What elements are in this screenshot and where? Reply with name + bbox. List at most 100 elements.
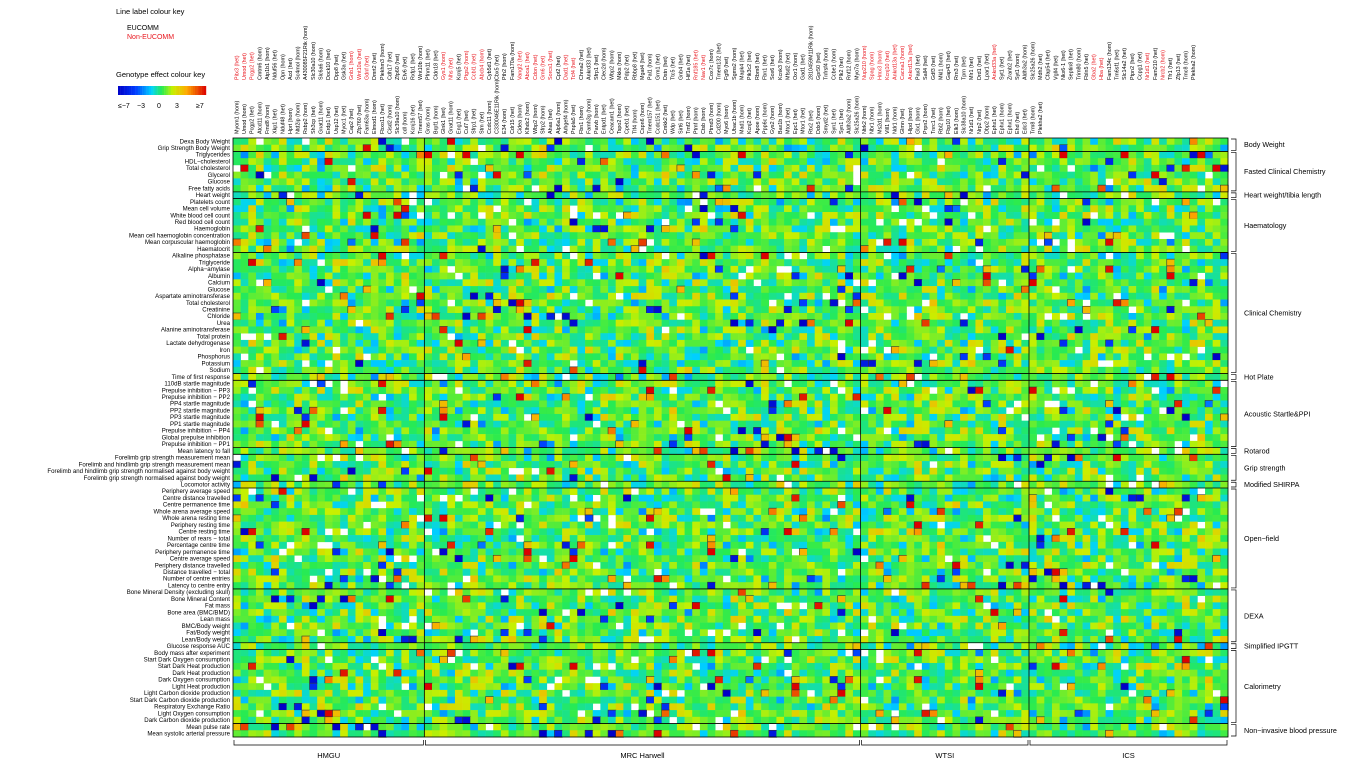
heatmap-cell: [784, 238, 793, 246]
heatmap-cell: [1013, 171, 1022, 179]
heatmap-cell: [715, 279, 724, 287]
heatmap-cell: [745, 185, 754, 193]
line-label-second: E34 (hom): [502, 109, 508, 134]
heatmap-cell: [539, 319, 548, 327]
heatmap-cell: [860, 319, 869, 327]
heatmap-cell: [791, 292, 800, 300]
heatmap-cell: [1021, 198, 1030, 206]
heatmap-cell: [1166, 373, 1176, 381]
heatmap-cell: [814, 387, 823, 395]
heatmap-cell: [1044, 265, 1053, 273]
heatmap-cell: [1105, 171, 1114, 179]
heatmap-cell: [944, 346, 953, 354]
heatmap-cell: [1051, 164, 1060, 172]
heatmap-cell: [676, 212, 685, 220]
heatmap-cell: [776, 306, 785, 314]
heatmap-cell: [898, 265, 907, 273]
heatmap-cell: [691, 238, 701, 247]
heatmap-cell: [1151, 279, 1160, 287]
heatmap-cell: [1105, 333, 1114, 341]
heatmap-cell: [1036, 158, 1045, 166]
heatmap-cell: [875, 232, 884, 240]
heatmap-cell: [883, 319, 892, 327]
heatmap-cell: [531, 212, 540, 220]
heatmap-cell: [707, 360, 716, 368]
heatmap-cell: [822, 319, 831, 327]
line-label-second: Cisd2 (hom): [387, 104, 393, 134]
heatmap-cell: [500, 360, 509, 368]
line-label-second: Myo6 (hom): [724, 105, 730, 134]
heatmap-cell: [592, 218, 601, 226]
heatmap-cell: [386, 292, 395, 300]
heatmap-cell: [929, 292, 938, 300]
heatmap-cell: [845, 346, 854, 354]
heatmap-cell: [830, 252, 838, 260]
heatmap-cell: [454, 312, 463, 321]
heatmap-cell: [845, 326, 854, 334]
heatmap-cell: [516, 272, 525, 280]
heatmap-cell: [1120, 185, 1129, 193]
heatmap-cell: [952, 312, 961, 321]
heatmap-cell: [1220, 259, 1229, 267]
heatmap-cell: [569, 373, 578, 381]
heatmap-cell: [737, 151, 747, 159]
heatmap-cell: [638, 339, 647, 347]
heatmap-cell: [1120, 272, 1129, 280]
heatmap-cell: [569, 333, 578, 341]
heatmap-cell: [707, 279, 716, 287]
heatmap-cell: [1013, 366, 1022, 374]
heatmap-cell: [1006, 185, 1014, 193]
heatmap-cell: [998, 272, 1007, 280]
heatmap-cell: [860, 245, 869, 254]
heatmap-cell: [386, 225, 395, 233]
heatmap-cell: [715, 387, 724, 395]
heatmap-cell: [699, 158, 708, 166]
heatmap-cell: [929, 259, 938, 267]
heatmap-cell: [722, 366, 731, 374]
heatmap-cell: [1205, 164, 1213, 172]
heatmap-cell: [577, 279, 586, 287]
heatmap-cell: [1051, 191, 1060, 199]
heatmap-cell: [646, 212, 655, 220]
heatmap-cell: [363, 158, 372, 166]
heatmap-cell: [1151, 245, 1160, 253]
heatmap-cell: [745, 164, 754, 172]
heatmap-cell: [615, 339, 624, 347]
heatmap-cell: [347, 232, 356, 240]
heatmap-cell: [937, 279, 946, 287]
heatmap-cell: [906, 299, 915, 307]
heatmap-cell: [1036, 171, 1045, 179]
heatmap-cell: [761, 299, 770, 307]
heatmap-cell: [294, 286, 303, 294]
heatmap-cell: [937, 232, 946, 240]
heatmap-cell: [1182, 144, 1191, 152]
heatmap-cell: [600, 185, 609, 193]
heatmap-cell: [401, 319, 410, 327]
heatmap-cell: [355, 225, 364, 233]
heatmap-cell: [653, 373, 662, 381]
heatmap-cell: [600, 138, 609, 146]
heatmap-cell: [661, 292, 670, 300]
heatmap-cell: [776, 312, 785, 321]
line-label-second: Plekha2 (het): [1038, 102, 1044, 134]
heatmap-cell: [1059, 205, 1068, 213]
heatmap-cell: [1036, 138, 1045, 146]
line-label-second: Mad1 (hom): [740, 105, 746, 134]
heatmap-cell: [715, 252, 724, 260]
heatmap-cell: [669, 158, 678, 166]
heatmap-cell: [1113, 138, 1122, 146]
heatmap-cell: [1067, 339, 1076, 347]
heatmap-cell: [1220, 373, 1229, 381]
heatmap-cell: [347, 191, 356, 199]
heatmap-cell: [1205, 272, 1213, 280]
line-label-second: Ctsb (hom): [701, 107, 707, 134]
heatmap-cell: [240, 272, 249, 280]
heatmap-cell: [722, 225, 731, 233]
heatmap-cell: [692, 245, 701, 253]
heatmap-cell: [1044, 306, 1053, 314]
heatmap-cell: [508, 286, 517, 294]
heatmap-cell: [1143, 333, 1152, 341]
heatmap-cell: [332, 252, 341, 260]
heatmap-cell: [585, 238, 594, 246]
heatmap-cell: [998, 339, 1007, 347]
